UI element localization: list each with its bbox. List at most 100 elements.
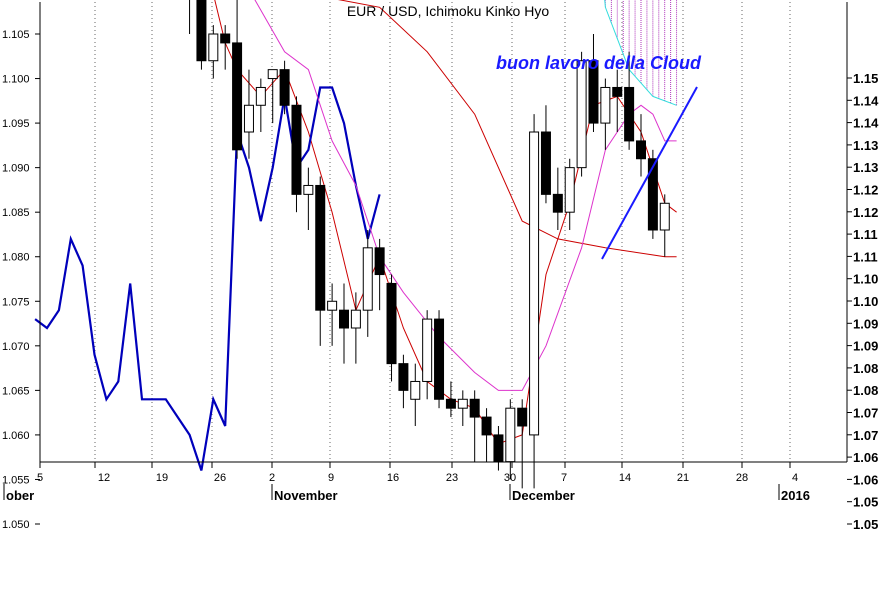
bullish-candle <box>529 131 540 436</box>
left-tick-label: 1.050 <box>2 519 30 531</box>
x-tick-label: 19 <box>156 472 168 484</box>
bullish-candle <box>303 184 314 195</box>
bearish-candle <box>647 158 658 231</box>
month-label: ober <box>6 488 34 503</box>
x-tick-label: 16 <box>387 472 399 484</box>
right-tick-label: 1.13 <box>853 160 878 175</box>
x-tick-label: 5 <box>37 472 43 484</box>
x-tick-label: 14 <box>619 472 631 484</box>
cloud-hatching <box>604 0 678 106</box>
right-tick-label: 1.05 <box>853 495 878 510</box>
bearish-candle <box>540 131 551 195</box>
right-tick-label: 1.09 <box>853 316 878 331</box>
x-tick-label: 9 <box>328 472 334 484</box>
left-tick-label: 1.095 <box>2 118 30 130</box>
right-tick-label: 1.08 <box>853 383 878 398</box>
x-tick-label: 26 <box>214 472 226 484</box>
right-tick-label: 1.15 <box>853 71 878 86</box>
chart-title: EUR / USD, Ichimoku Kinko Hyo <box>347 3 549 19</box>
month-label: November <box>274 488 338 503</box>
bullish-candle <box>505 407 516 463</box>
bearish-candle <box>434 318 445 400</box>
left-tick-label: 1.070 <box>2 341 30 353</box>
left-tick-label: 1.100 <box>2 74 30 86</box>
bearish-candle <box>398 363 409 391</box>
x-tick-label: 30 <box>504 472 516 484</box>
right-tick-label: 1.11 <box>853 227 878 242</box>
bullish-candle <box>422 318 433 382</box>
right-tick-labels: 1.05 1.05 1.06 1.06 1.07 1.07 1.08 1.08 1.09 1.09… <box>847 71 879 532</box>
bullish-candle <box>350 309 361 329</box>
right-tick-label: 1.05 <box>853 517 878 532</box>
bearish-candle <box>445 398 456 409</box>
right-tick-label: 1.12 <box>853 183 878 198</box>
left-tick-label: 1.090 <box>2 163 30 175</box>
right-tick-label: 1.09 <box>853 339 878 354</box>
kijun-line <box>337 0 677 258</box>
x-tick-label: 23 <box>446 472 458 484</box>
bearish-candle <box>517 407 528 427</box>
month-labels: ober November December 2016 <box>3 484 810 503</box>
left-tick-label: 1.080 <box>2 252 30 264</box>
bearish-candle <box>196 0 207 62</box>
x-tick-label: 28 <box>736 472 748 484</box>
month-label: 2016 <box>781 488 810 503</box>
right-tick-label: 1.07 <box>853 428 878 443</box>
right-tick-label: 1.07 <box>853 406 878 421</box>
candlesticks <box>189 0 670 489</box>
left-tick-label: 1.060 <box>2 430 30 442</box>
right-tick-label: 1.10 <box>853 294 878 309</box>
right-tick-label: 1.10 <box>853 272 878 287</box>
bearish-candle <box>279 69 290 106</box>
left-tick-label: 1.065 <box>2 385 30 397</box>
bearish-candle <box>493 434 504 463</box>
x-tick-label: 12 <box>98 472 110 484</box>
x-tick-labels: 5 12 19 26 2 9 16 23 30 7 14 21 28 4 <box>37 462 798 484</box>
right-tick-label: 1.06 <box>853 450 878 465</box>
chikou-line <box>34 86 381 471</box>
bullish-candle <box>576 60 587 169</box>
right-tick-label: 1.08 <box>853 361 878 376</box>
left-tick-labels: 1.050 1.055 1.060 1.065 1.070 1.075 1.080 1.085… <box>2 29 40 531</box>
left-tick-label: 1.055 <box>2 474 30 486</box>
bullish-candle <box>600 86 611 124</box>
right-tick-label: 1.14 <box>853 93 879 108</box>
right-tick-label: 1.12 <box>853 205 878 220</box>
bullish-candle <box>255 86 266 106</box>
bearish-candle <box>481 416 492 436</box>
bullish-candle <box>362 247 373 311</box>
left-tick-label: 1.105 <box>2 29 30 41</box>
bullish-candle <box>564 167 575 213</box>
annotation-text: buon lavoro della Cloud <box>496 53 702 73</box>
bearish-candle <box>339 309 349 329</box>
bullish-candle <box>327 300 338 311</box>
annotation-arrow <box>601 86 698 260</box>
bearish-candle <box>386 282 397 365</box>
month-label: December <box>512 488 575 503</box>
bullish-candle <box>243 104 254 133</box>
right-tick-label: 1.11 <box>853 249 878 264</box>
x-tick-label: 2 <box>269 472 275 484</box>
bearish-candle <box>374 247 385 276</box>
left-tick-label: 1.085 <box>2 207 30 219</box>
bearish-candle <box>588 60 599 124</box>
bearish-candle <box>220 33 231 44</box>
x-tick-label: 4 <box>792 472 798 484</box>
bearish-candle <box>612 86 623 97</box>
x-tick-label: 7 <box>561 472 567 484</box>
bearish-candle <box>552 193 563 213</box>
bearish-candle <box>315 184 326 311</box>
bearish-candle <box>291 104 302 195</box>
bullish-candle <box>208 33 219 62</box>
bullish-candle <box>267 69 278 80</box>
bullish-candle <box>457 398 468 409</box>
bearish-candle <box>624 86 635 142</box>
bearish-candle <box>232 42 243 151</box>
bearish-candle <box>636 140 646 160</box>
right-tick-label: 1.06 <box>853 472 878 487</box>
left-tick-label: 1.075 <box>2 296 30 308</box>
right-tick-label: 1.14 <box>853 116 879 131</box>
